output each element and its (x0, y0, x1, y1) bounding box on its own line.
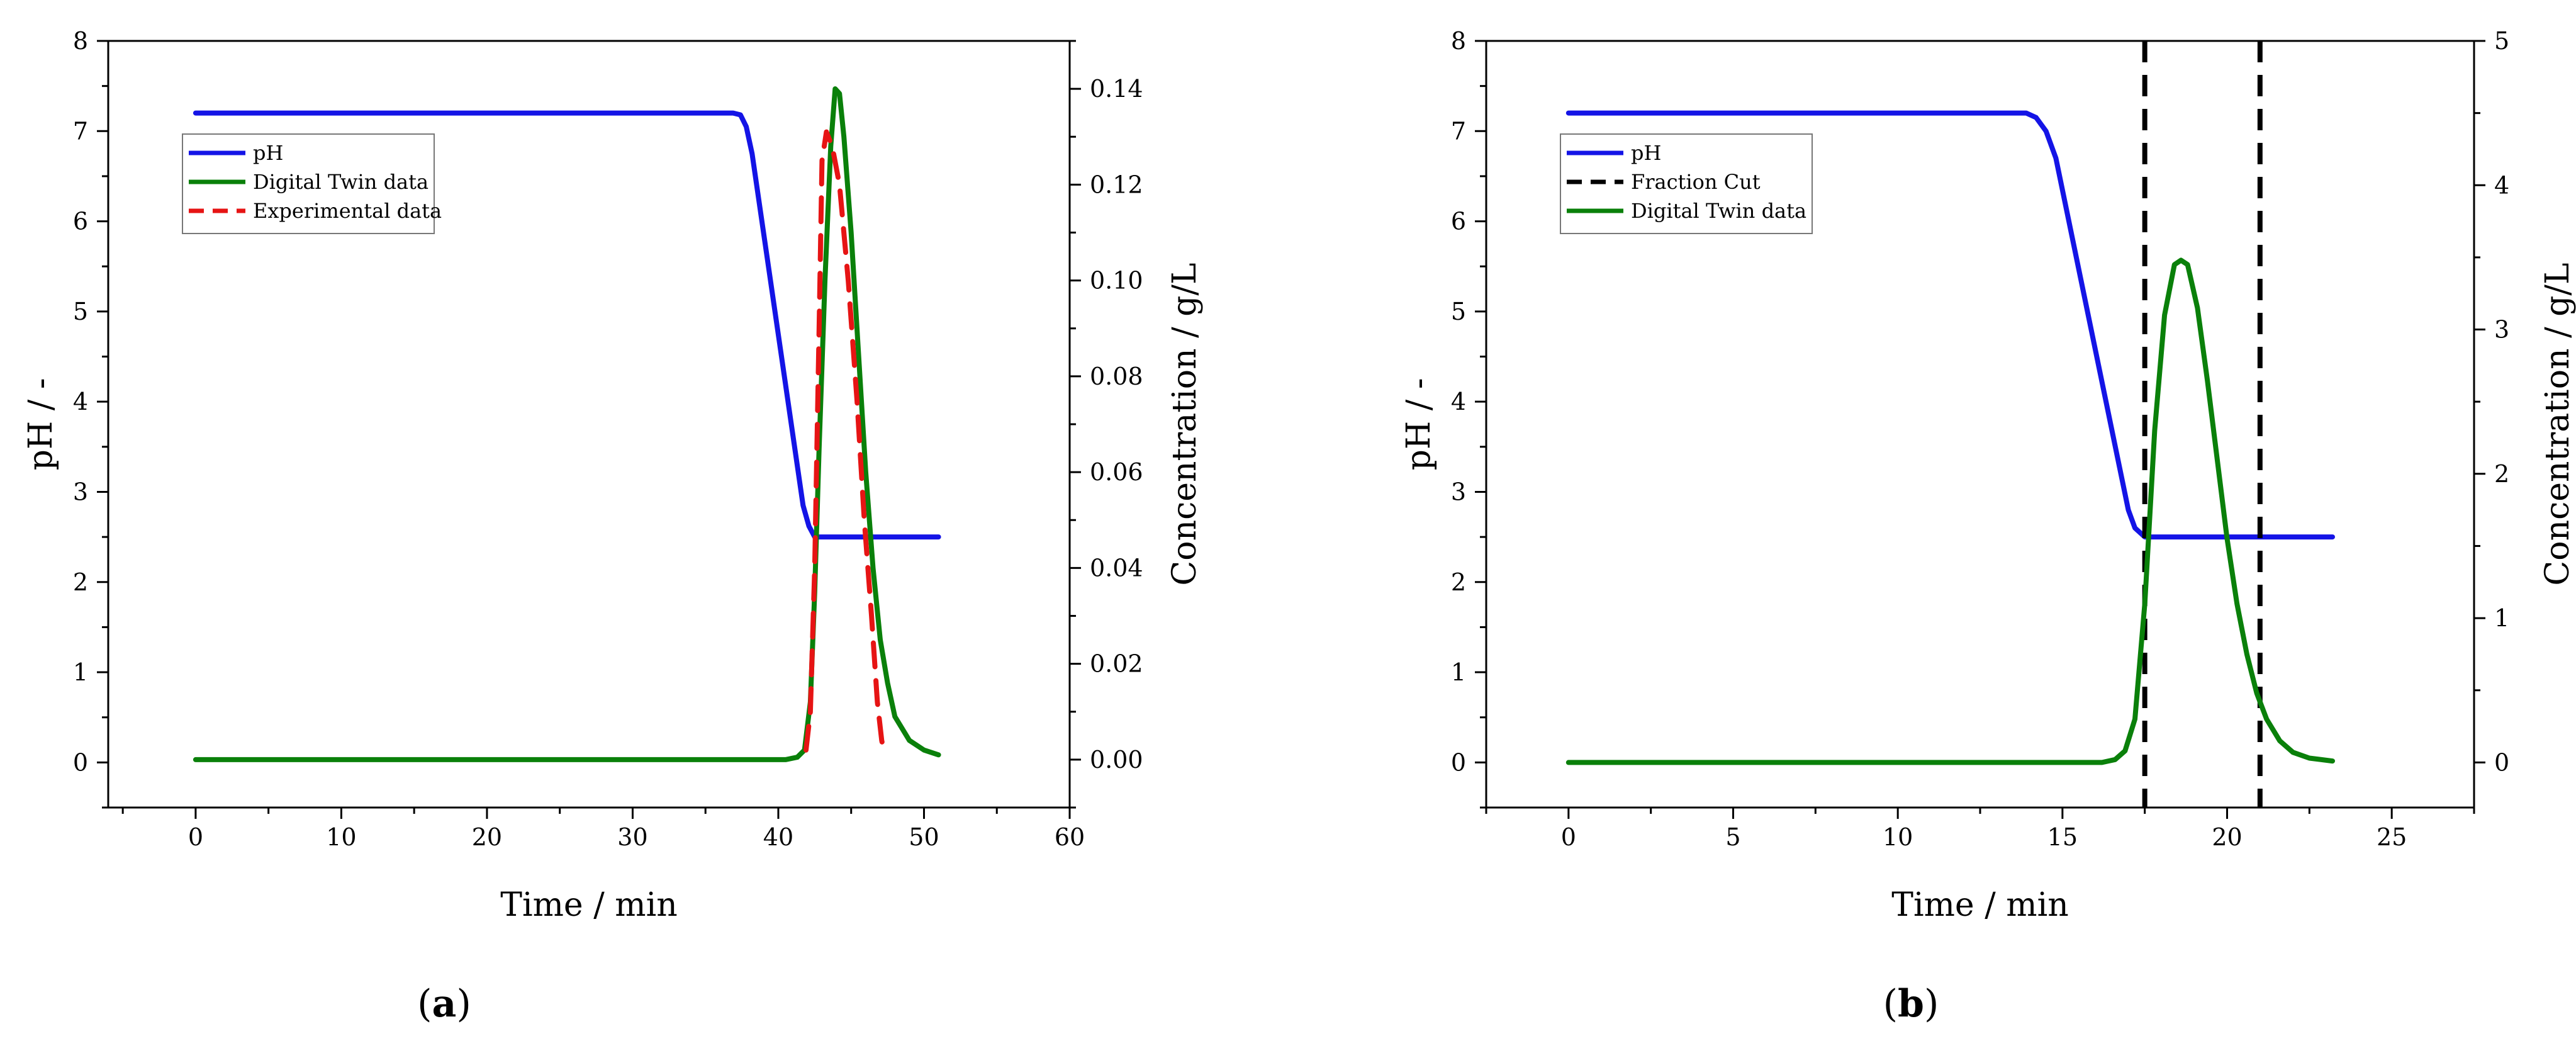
y-tick-label: 8 (73, 27, 88, 55)
y-axis-title: pH / - (22, 378, 60, 471)
y2-axis-title: Concentration / g/L (1166, 263, 1204, 586)
legend-label-exp: Experimental data (253, 199, 442, 223)
x-tick-label: 0 (188, 823, 203, 851)
y2-tick-label: 0.04 (1090, 554, 1143, 582)
y2-tick-label: 0.00 (1090, 746, 1143, 774)
panel-label: (a) (417, 982, 471, 1026)
series-twin-line (1565, 257, 2335, 765)
y-tick-label: 7 (73, 117, 88, 145)
panel-label-letter: a (432, 982, 457, 1026)
chart-panel-b: 0 5 10 15 20 25 0 1 2 3 4 5 6 7 8 0 1 2 3 4 5 Time / min pH / … (1400, 27, 2576, 1026)
panel-label-open: ( (417, 982, 432, 1026)
x-tick-label: 20 (2212, 823, 2242, 851)
y2-tick-label: 0.10 (1090, 267, 1143, 295)
legend-label-twin: Digital Twin data (253, 170, 428, 194)
series-exp-line (804, 129, 887, 758)
y-tick-label: 5 (73, 298, 88, 325)
y2-tick-label: 0.12 (1090, 171, 1143, 198)
chart-panel-a: 0 10 20 30 40 50 60 0 1 2 3 4 5 6 7 8 0.00 0.02 0.04 0.06 0.… (22, 27, 1204, 1026)
x-tick-label: 30 (617, 823, 647, 851)
y-tick-label: 5 (1451, 298, 1466, 325)
y-tick-label: 6 (73, 208, 88, 235)
x-tick-label: 25 (2377, 823, 2407, 851)
x-axis-title: Time / min (500, 886, 677, 924)
y2-tick-label: 4 (2494, 171, 2509, 199)
y-tick-label: 2 (1451, 568, 1466, 596)
y-tick-label: 0 (1451, 748, 1466, 776)
y2-tick-label: 0.14 (1090, 75, 1143, 103)
legend-label-twin: Digital Twin data (1631, 199, 1806, 223)
x-tick-label: 10 (326, 823, 356, 851)
y-tick-label: 0 (73, 748, 88, 776)
y2-tick-label: 5 (2494, 27, 2509, 55)
x-tick-label: 20 (472, 823, 502, 851)
y-tick-label: 4 (1451, 388, 1466, 415)
y-axis-title: pH / - (1400, 378, 1438, 471)
y-tick-label: 3 (1451, 478, 1466, 505)
legend: pH Digital Twin data Experimental data (182, 133, 442, 234)
x-tick-label: 5 (1725, 823, 1740, 851)
x-axis-title: Time / min (1891, 886, 2068, 924)
y-tick-label: 7 (1451, 117, 1466, 145)
y-tick-label: 3 (73, 478, 88, 505)
y2-tick-label: 3 (2494, 316, 2509, 344)
y-tick-label: 6 (1451, 208, 1466, 235)
x-tick-label: 10 (1883, 823, 1913, 851)
legend: pH Fraction Cut Digital Twin data (1560, 133, 1813, 234)
y-tick-label: 4 (73, 388, 88, 415)
x-tick-label: 15 (2047, 823, 2078, 851)
y2-tick-label: 0.08 (1090, 363, 1143, 390)
y2-tick-label: 0.02 (1090, 650, 1143, 678)
legend-label-cut: Fraction Cut (1631, 170, 1761, 194)
legend-label-ph: pH (253, 141, 283, 165)
y2-tick-label: 2 (2494, 460, 2509, 488)
y-tick-label: 2 (73, 568, 88, 596)
panel-label-letter: b (1898, 982, 1924, 1026)
series-ph-line (193, 110, 941, 540)
panel-label-close: ) (1924, 982, 1939, 1026)
y2-tick-label: 0 (2494, 748, 2509, 776)
x-tick-label: 0 (1561, 823, 1576, 851)
panel-label: (b) (1883, 982, 1939, 1026)
x-tick-label: 40 (763, 823, 793, 851)
panel-label-close: ) (456, 982, 471, 1026)
y2-tick-label: 0.06 (1090, 458, 1143, 486)
legend-label-ph: pH (1631, 141, 1661, 165)
y-tick-label: 1 (1451, 658, 1466, 686)
y-tick-label: 1 (73, 658, 88, 686)
x-tick-label: 50 (909, 823, 939, 851)
y2-tick-label: 1 (2494, 604, 2509, 632)
y-tick-label: 8 (1451, 27, 1466, 55)
x-tick-label: 60 (1055, 823, 1085, 851)
y2-axis-title: Concentration / g/L (2539, 263, 2576, 586)
series-ph-line (1565, 110, 2335, 540)
panel-label-open: ( (1883, 982, 1898, 1026)
